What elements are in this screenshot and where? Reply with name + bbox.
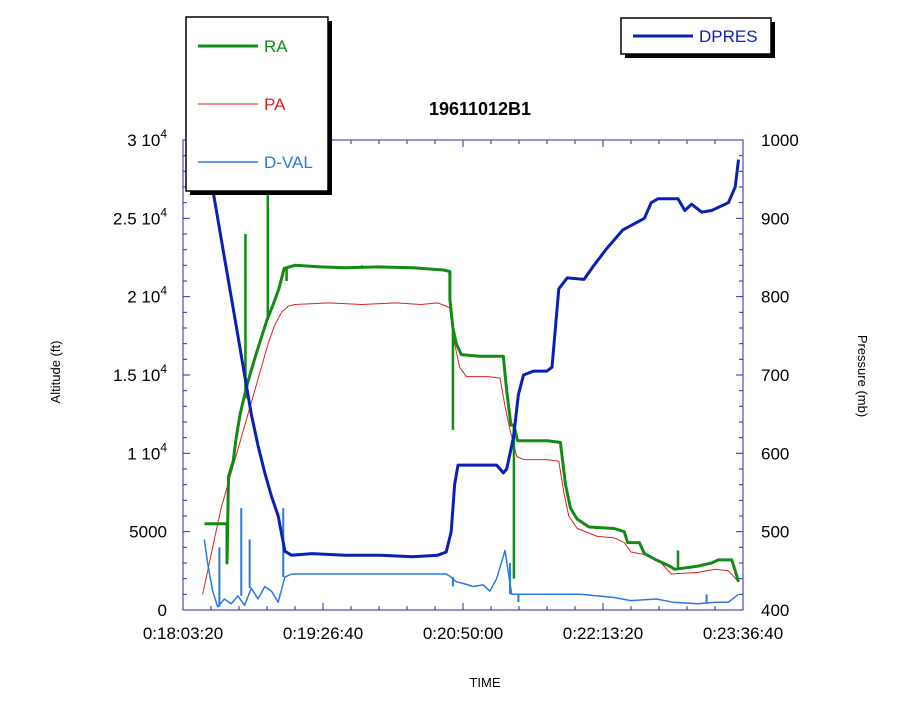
y2-tick-label: 900	[761, 209, 789, 228]
series-pa	[202, 302, 739, 595]
y-tick-label: 5000	[129, 523, 167, 542]
chart-title: 19611012B1	[429, 99, 531, 119]
y2-tick-label: 500	[761, 523, 789, 542]
y-tick-label-exponent: 4	[160, 127, 167, 141]
y-axis-label: Altitude (ft)	[48, 341, 63, 404]
legend-left: RA PA D-VAL	[185, 16, 332, 195]
legend-label-d-val: D-VAL	[264, 153, 313, 172]
plot-background	[183, 140, 743, 610]
y-tick-label-base: 2 10	[127, 288, 160, 307]
y-tick-label-base: 1 10	[127, 444, 160, 463]
y-tick-label-base: 2.5 10	[113, 209, 160, 228]
y-tick-label: 1.5 104	[113, 362, 167, 385]
y-tick-label: 2 104	[127, 284, 167, 307]
x-tick-label: 0:23:36:40	[703, 624, 783, 643]
y-tick-label-base: 3 10	[127, 131, 160, 150]
series-line-d-val	[203, 539, 739, 608]
legend-label-pa: PA	[264, 95, 286, 114]
y-tick-label: 0	[158, 601, 167, 620]
x-tick-label: 0:22:13:20	[563, 624, 643, 643]
y-tick-label-exponent: 4	[160, 440, 167, 454]
series-line-ra	[204, 263, 740, 583]
y-tick-label: 2.5 104	[113, 205, 167, 228]
y2-axis-label: Pressure (mb)	[855, 335, 870, 417]
series-d-val	[203, 508, 739, 608]
y2-axis-ticks: 400 500 600 700 800 900 1000	[736, 131, 799, 620]
y-tick-label-base: 1.5 10	[113, 366, 160, 385]
y-tick-label-exponent: 4	[160, 362, 167, 376]
legend-label-dpres: DPRES	[699, 27, 758, 46]
y-tick-label: 1 104	[127, 440, 167, 463]
plot-frame	[182, 139, 744, 611]
x-tick-label: 0:19:26:40	[283, 624, 363, 643]
y-tick-label-exponent: 4	[160, 205, 167, 219]
x-tick-label: 0:18:03:20	[143, 624, 223, 643]
x-axis-label: TIME	[469, 675, 500, 690]
legend-label-ra: RA	[264, 37, 288, 56]
x-tick-label: 0:20:50:00	[423, 624, 503, 643]
plot-area	[183, 140, 743, 610]
y2-tick-label: 700	[761, 366, 789, 385]
y2-tick-label: 400	[761, 601, 789, 620]
series-line-dpres	[204, 155, 740, 559]
legend-right: DPRES	[620, 17, 775, 58]
series-dpres	[204, 155, 740, 559]
y2-tick-label: 800	[761, 288, 789, 307]
y-tick-label-base: 5000	[129, 523, 167, 542]
y-tick-label: 3 104	[127, 127, 167, 150]
y2-tick-label: 600	[761, 444, 789, 463]
series-line-pa	[202, 302, 739, 595]
y-tick-label-base: 0	[158, 601, 167, 620]
y-tick-label-exponent: 4	[160, 284, 167, 298]
x-axis-ticks: 0:18:03:20 0:19:26:40 0:20:50:00 0:22:13:20…	[143, 140, 783, 643]
y2-tick-label: 1000	[761, 131, 799, 150]
